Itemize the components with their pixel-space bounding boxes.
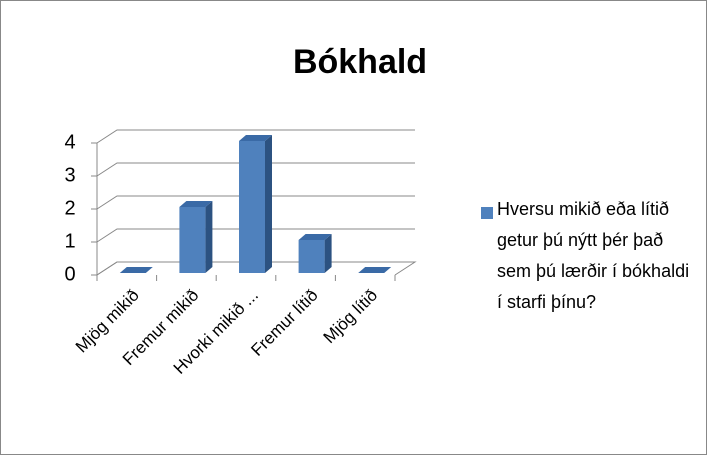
bar-front — [298, 240, 325, 273]
y-tick-label: 3 — [64, 164, 75, 186]
y-tick-label: 1 — [64, 230, 75, 252]
bar-side — [324, 234, 332, 273]
bar — [119, 267, 153, 273]
chart-title: Bókhald — [293, 43, 427, 81]
grid-line — [96, 195, 415, 210]
y-tick-label: 0 — [64, 263, 75, 285]
bar-top — [358, 267, 392, 273]
y-tick-label: 2 — [64, 197, 75, 219]
grid-line — [96, 162, 415, 177]
y-tick-label: 4 — [64, 131, 75, 153]
bar-top — [239, 135, 272, 141]
bar — [179, 201, 213, 273]
bar-top — [298, 234, 332, 240]
legend-label: Hversu mikið eða lítið getur þú nýtt þér… — [497, 199, 690, 312]
bar-side — [205, 201, 213, 273]
bar-side — [265, 135, 272, 273]
bar-top — [119, 267, 153, 273]
grid-line — [96, 129, 415, 144]
grid-line — [96, 228, 415, 243]
bar — [358, 267, 392, 273]
legend-swatch — [481, 207, 493, 219]
bar-top — [179, 201, 213, 207]
bar — [239, 135, 272, 273]
bar-front — [239, 141, 265, 273]
bar-front — [179, 207, 206, 273]
bar — [298, 234, 332, 273]
